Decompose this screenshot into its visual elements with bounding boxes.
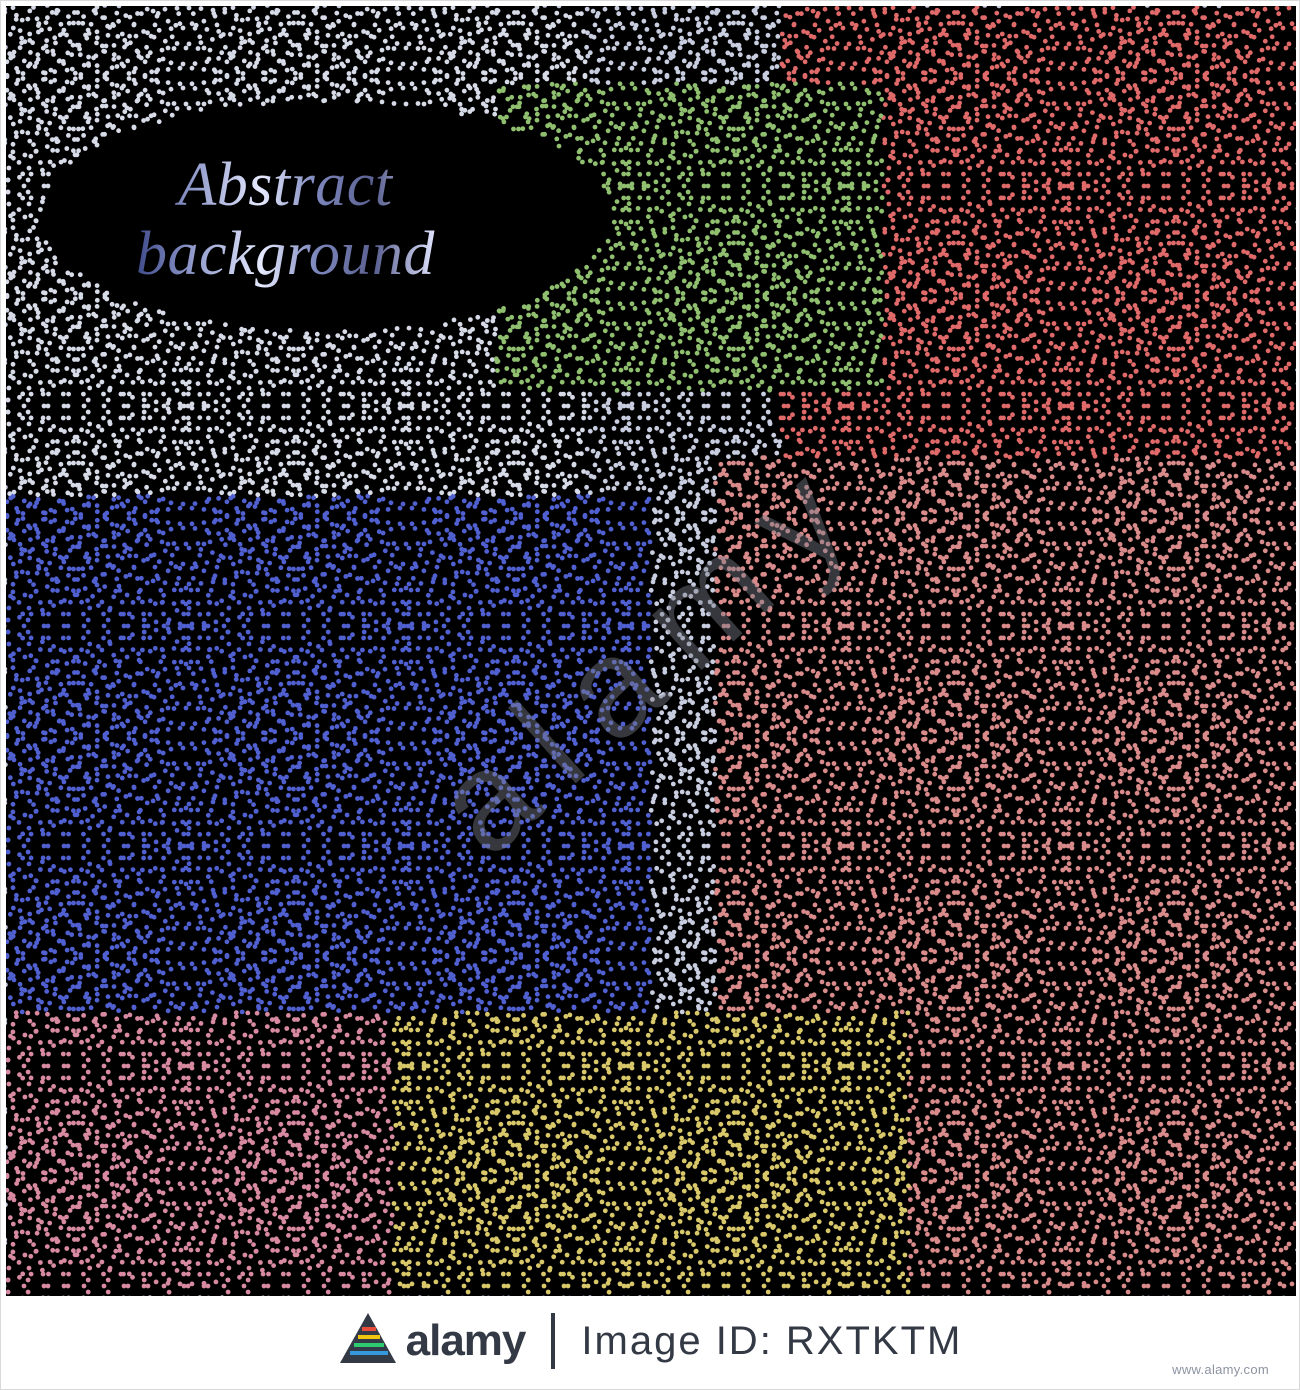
dot-pattern — [6, 6, 1296, 1296]
alamy-logo: alamy — [340, 1313, 526, 1369]
image-id-label: Image ID: RXTKTM — [581, 1319, 962, 1364]
alamy-logo-text: alamy — [406, 1316, 526, 1366]
watermark-bar: alamy Image ID: RXTKTM — [6, 1297, 1296, 1385]
watermark-site-url: www.alamy.com — [1172, 1362, 1269, 1377]
artwork-canvas: Abstract background alamy — [6, 6, 1296, 1296]
stock-image-frame: Abstract background alamy alamy Image ID… — [0, 0, 1300, 1390]
alamy-logo-icon — [340, 1313, 396, 1369]
watermark-separator — [551, 1313, 555, 1369]
